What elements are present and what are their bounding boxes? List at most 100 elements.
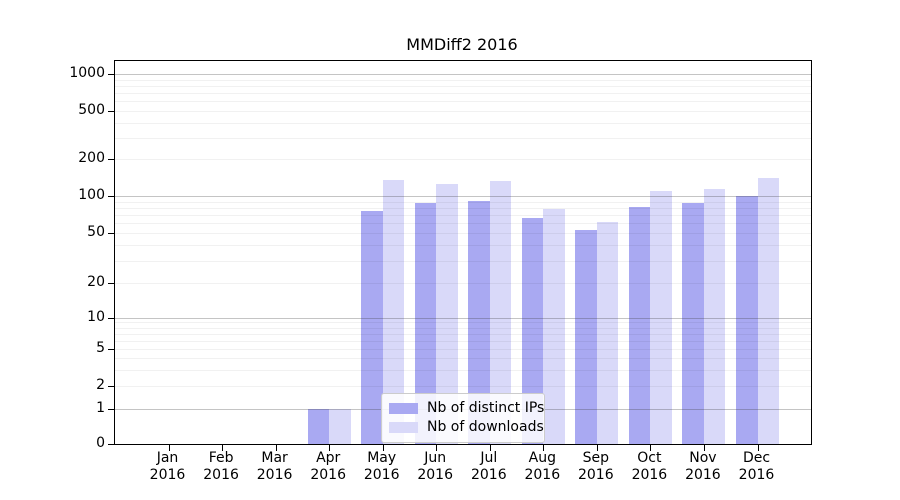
plot-area: Nb of distinct IPs Nb of downloads	[108, 60, 812, 451]
legend: Nb of distinct IPs Nb of downloads	[381, 393, 545, 443]
minor-gridline	[115, 93, 811, 94]
month-label: Jun	[424, 450, 447, 466]
month-label: Nov	[689, 450, 717, 466]
bar-ips-nov	[682, 202, 704, 444]
month-label: Sep	[582, 450, 609, 466]
month-label: Apr	[316, 450, 341, 466]
x-tick-mark	[703, 445, 705, 451]
legend-row: Nb of downloads	[389, 418, 544, 437]
y-tick-label: 0	[96, 435, 105, 451]
bar-ips-oct	[628, 207, 651, 444]
month-label: Jan	[156, 450, 179, 466]
month-label: Mar	[261, 450, 288, 466]
y-tick-mark	[108, 74, 114, 75]
year-label: 2016	[256, 467, 293, 483]
x-tick-mark	[757, 445, 759, 451]
y-tick-label: 1	[96, 400, 105, 417]
x-tick-label-aug: Aug 2016	[514, 450, 570, 484]
x-tick-label-jun: Jun 2016	[407, 450, 463, 484]
y-tick-label: 5	[96, 339, 105, 356]
y-tick-label: 1000	[69, 65, 105, 81]
y-tick-mark	[108, 111, 114, 112]
minor-gridline	[115, 159, 811, 161]
month-label: Aug	[528, 450, 556, 466]
minor-gridline	[115, 138, 811, 139]
y-tick-mark	[108, 196, 114, 197]
bar-ips-dec	[736, 196, 758, 444]
x-tick-label-sep: Sep 2016	[568, 450, 624, 484]
x-tick-mark	[489, 445, 491, 451]
month-label: Dec	[742, 450, 771, 466]
major-gridline	[115, 74, 811, 75]
x-tick-label-may: May 2016	[354, 450, 410, 484]
y-tick-label: 200	[78, 150, 105, 167]
y-tick-mark	[108, 233, 114, 234]
x-tick-mark	[436, 445, 438, 451]
year-label: 2016	[470, 467, 507, 483]
x-tick-label-oct: Oct 2016	[621, 450, 677, 484]
x-tick-mark	[222, 445, 224, 451]
y-tick-label: 50	[87, 224, 105, 240]
x-tick-label-apr: Apr 2016	[300, 450, 356, 484]
year-label: 2016	[310, 467, 346, 483]
legend-label: Nb of downloads	[427, 419, 544, 435]
year-label: 2016	[685, 467, 721, 483]
year-label: 2016	[417, 467, 453, 483]
bar-downloads-sep	[596, 221, 619, 444]
y-tick-mark	[108, 409, 114, 411]
year-label: 2016	[524, 467, 561, 483]
y-tick-mark	[108, 444, 114, 445]
minor-gridline	[115, 101, 811, 103]
bar-downloads-aug	[543, 209, 565, 444]
year-label: 2016	[738, 467, 775, 483]
x-tick-mark	[329, 445, 331, 451]
legend-swatch-downloads	[389, 422, 418, 433]
bar-downloads-apr	[329, 409, 351, 444]
x-tick-label-jan: Jan 2016	[140, 450, 196, 484]
month-label: May	[367, 450, 397, 466]
y-tick-label: 10	[87, 308, 105, 325]
y-tick-mark	[108, 282, 114, 284]
month-label: Feb	[208, 450, 234, 466]
bar-ips-apr	[307, 409, 330, 444]
year-label: 2016	[577, 467, 614, 483]
x-tick-label-dec: Dec 2016	[729, 450, 785, 484]
x-tick-mark	[382, 445, 384, 451]
bar-downloads-dec	[757, 178, 779, 444]
y-tick-label: 500	[78, 102, 105, 118]
chart-title: MMDiff2 2016	[406, 35, 518, 54]
x-tick-label-jul: Jul 2016	[461, 450, 517, 484]
bar-downloads-may	[382, 180, 405, 444]
y-tick-mark	[108, 348, 114, 350]
minor-gridline	[115, 79, 811, 81]
legend-label: Nb of distinct IPs	[427, 400, 545, 416]
x-tick-label-feb: Feb 2016	[193, 450, 249, 484]
bar-ips-jun	[414, 202, 437, 444]
minor-gridline	[115, 85, 811, 87]
year-label: 2016	[363, 467, 400, 483]
y-tick-mark	[108, 317, 114, 319]
y-tick-mark	[108, 159, 114, 161]
y-axis-labels: 0 1 2 5 10 20 50 100 200 500 1000	[0, 60, 105, 451]
y-tick-label: 20	[87, 273, 105, 290]
y-tick-label: 2	[96, 377, 105, 393]
x-tick-mark	[275, 445, 277, 451]
x-tick-mark	[650, 445, 652, 451]
x-tick-mark	[168, 445, 170, 451]
year-label: 2016	[203, 467, 239, 483]
minor-gridline	[115, 122, 811, 124]
x-tick-label-mar: Mar 2016	[247, 450, 303, 484]
x-tick-mark	[543, 445, 545, 451]
minor-gridline	[115, 111, 811, 112]
bar-ips-sep	[575, 229, 597, 444]
month-label: Jul	[480, 450, 498, 466]
bar-downloads-jul	[489, 180, 512, 444]
legend-row: Nb of distinct IPs	[389, 399, 544, 418]
bar-downloads-nov	[703, 188, 726, 444]
month-label: Oct	[637, 450, 662, 466]
bar-ips-may	[361, 210, 383, 444]
x-tick-mark	[596, 445, 598, 451]
x-axis-labels: Jan 2016 Feb 2016 Mar 2016 Apr 2016 May 2016 Jun 20…	[114, 450, 810, 490]
y-tick-label: 100	[78, 187, 105, 203]
